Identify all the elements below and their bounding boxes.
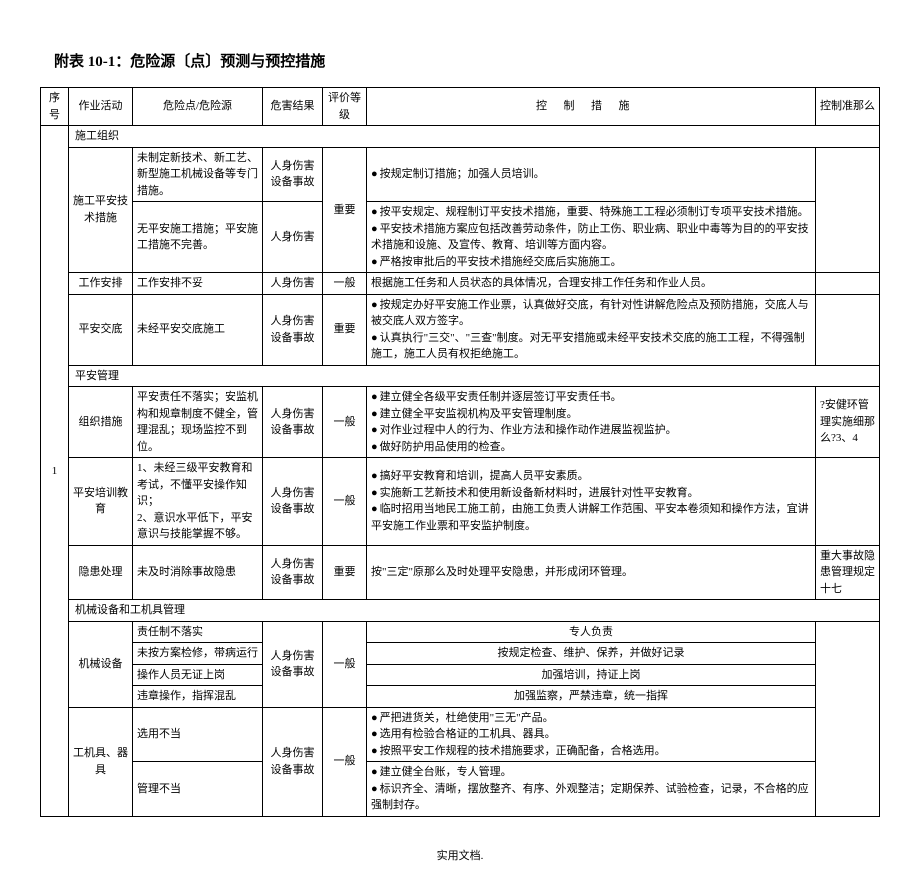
table-row: 未按方案检修，带病运行 按规定检查、维护、保养，并做好记录 (41, 643, 880, 665)
table-row: 隐患处理 未及时消除事故隐患 人身伤害设备事故 重要 按"三定"原那么及时处理平… (41, 545, 880, 600)
hdr-risk: 危险点/危险源 (133, 88, 263, 126)
table-row: 平安培训教育 1、未经三级平安教育和考试，不懂平安操作知识； 2、意识水平低下，… (41, 458, 880, 546)
section-title: 平安管理 (69, 365, 880, 387)
seq-cell: 1 (41, 126, 69, 817)
document-title: 附表 10-1：危险源〔点〕预测与预控措施 (54, 50, 880, 71)
hdr-seq: 序号 (41, 88, 69, 126)
risk-cell: 1、未经三级平安教育和考试，不懂平安操作知识； 2、意识水平低下，平安意识与技能… (133, 458, 263, 546)
section-row-mgmt: 平安管理 (41, 365, 880, 387)
table-row: 无平安施工措施；平安施工措施不完善。 人身伤害 按平安规定、规程制订平安技术措施… (41, 202, 880, 273)
measures-cell: 按平安规定、规程制订平安技术措施，重要、特殊施工工程必须制订专项平安技术措施。平… (367, 202, 816, 273)
table-row: 组织措施 平安责任不落实；安监机构和规章制度不健全，管理混乱；现场监控不到位。 … (41, 387, 880, 458)
activity-cell: 组织措施 (69, 387, 133, 458)
hdr-control: 控制准那么 (816, 88, 880, 126)
risk-cell: 未按方案检修，带病运行 (133, 643, 263, 665)
risk-cell: 无平安施工措施；平安施工措施不完善。 (133, 202, 263, 273)
activity-cell: 施工平安技术措施 (69, 147, 133, 273)
risk-cell: 未及时消除事故隐患 (133, 545, 263, 600)
page-footer: 实用文档. (40, 847, 880, 863)
risk-cell: 未制定新技术、新工艺、新型施工机械设备等专门措施。 (133, 147, 263, 202)
risk-cell: 责任制不落实 (133, 621, 263, 643)
level-cell: 一般 (323, 707, 367, 816)
measures-cell: 专人负责 (367, 621, 816, 643)
harm-cell: 人身伤害 (263, 202, 323, 273)
risk-table: 序号 作业活动 危险点/危险源 危害结果 评价等级 控制措施 控制准那么 1 施… (40, 87, 880, 817)
risk-cell: 管理不当 (133, 762, 263, 817)
harm-cell: 人身伤害设备事故 (263, 147, 323, 202)
level-cell: 重要 (323, 294, 367, 365)
measures-cell: 建立健全台账，专人管理。标识齐全、清晰，摆放整齐、有序、外观整洁；定期保养、试验… (367, 762, 816, 817)
activity-cell: 隐患处理 (69, 545, 133, 600)
table-row: 施工平安技术措施 未制定新技术、新工艺、新型施工机械设备等专门措施。 人身伤害设… (41, 147, 880, 202)
harm-cell: 人身伤害设备事故 (263, 707, 323, 816)
level-cell: 一般 (323, 621, 367, 707)
control-cell (816, 458, 880, 546)
control-cell (816, 147, 880, 273)
measures-cell: 按规定办好平安施工作业票，认真做好交底，有针对性讲解危险点及预防措施，交底人与被… (367, 294, 816, 365)
activity-cell: 工机具、器具 (69, 707, 133, 816)
section-row-org: 1 施工组织 (41, 126, 880, 148)
harm-cell: 人身伤害设备事故 (263, 621, 323, 707)
measures-cell: 按"三定"原那么及时处理平安隐患，并形成闭环管理。 (367, 545, 816, 600)
risk-cell: 工作安排不妥 (133, 273, 263, 295)
table-header-row: 序号 作业活动 危险点/危险源 危害结果 评价等级 控制措施 控制准那么 (41, 88, 880, 126)
hdr-harm: 危害结果 (263, 88, 323, 126)
section-title: 机械设备和工机具管理 (69, 600, 880, 622)
level-cell: 一般 (323, 387, 367, 458)
control-cell (816, 621, 880, 816)
measures-cell: 按规定制订措施；加强人员培训。 (367, 147, 816, 202)
activity-cell: 平安交底 (69, 294, 133, 365)
harm-cell: 人身伤害设备事故 (263, 545, 323, 600)
harm-cell: 人身伤害设备事故 (263, 387, 323, 458)
measures-cell: 根据施工任务和人员状态的具体情况，合理安排工作任务和作业人员。 (367, 273, 816, 295)
harm-cell: 人身伤害 (263, 273, 323, 295)
risk-cell: 操作人员无证上岗 (133, 664, 263, 686)
control-cell (816, 273, 880, 295)
risk-cell: 选用不当 (133, 707, 263, 762)
level-cell: 重要 (323, 545, 367, 600)
risk-cell: 平安责任不落实；安监机构和规章制度不健全，管理混乱；现场监控不到位。 (133, 387, 263, 458)
risk-cell: 违章操作，指挥混乱 (133, 686, 263, 708)
table-row: 操作人员无证上岗 加强培训，持证上岗 (41, 664, 880, 686)
hdr-level: 评价等级 (323, 88, 367, 126)
level-cell: 一般 (323, 273, 367, 295)
hdr-activity: 作业活动 (69, 88, 133, 126)
measures-cell: 加强监察，严禁违章，统一指挥 (367, 686, 816, 708)
measures-cell: 搞好平安教育和培训，提高人员平安素质。实施新工艺新技术和使用新设备新材料时，进展… (367, 458, 816, 546)
table-row: 平安交底 未经平安交底施工 人身伤害设备事故 重要 按规定办好平安施工作业票，认… (41, 294, 880, 365)
table-row: 工机具、器具 选用不当 人身伤害设备事故 一般 严把进货关，杜绝使用"三无"产品… (41, 707, 880, 762)
control-cell: 重大事故隐患管理规定十七 (816, 545, 880, 600)
activity-cell: 机械设备 (69, 621, 133, 707)
measures-cell: 按规定检查、维护、保养，并做好记录 (367, 643, 816, 665)
activity-cell: 工作安排 (69, 273, 133, 295)
measures-cell: 加强培训，持证上岗 (367, 664, 816, 686)
table-row: 管理不当 建立健全台账，专人管理。标识齐全、清晰，摆放整齐、有序、外观整洁；定期… (41, 762, 880, 817)
risk-cell: 未经平安交底施工 (133, 294, 263, 365)
table-row: 违章操作，指挥混乱 加强监察，严禁违章，统一指挥 (41, 686, 880, 708)
level-cell: 一般 (323, 458, 367, 546)
harm-cell: 人身伤害设备事故 (263, 294, 323, 365)
section-row-machine: 机械设备和工机具管理 (41, 600, 880, 622)
harm-cell: 人身伤害设备事故 (263, 458, 323, 546)
hdr-measures: 控制措施 (367, 88, 816, 126)
table-row: 机械设备 责任制不落实 人身伤害设备事故 一般 专人负责 (41, 621, 880, 643)
measures-cell: 严把进货关，杜绝使用"三无"产品。选用有检验合格证的工机具、器具。按照平安工作规… (367, 707, 816, 762)
control-cell (816, 294, 880, 365)
activity-cell: 平安培训教育 (69, 458, 133, 546)
control-cell: ?安健环管理实施细那么?3、4 (816, 387, 880, 458)
section-title: 施工组织 (69, 126, 880, 148)
level-cell: 重要 (323, 147, 367, 273)
measures-cell: 建立健全各级平安责任制并逐层签订平安责任书。建立健全平安监视机构及平安管理制度。… (367, 387, 816, 458)
table-row: 工作安排 工作安排不妥 人身伤害 一般 根据施工任务和人员状态的具体情况，合理安… (41, 273, 880, 295)
